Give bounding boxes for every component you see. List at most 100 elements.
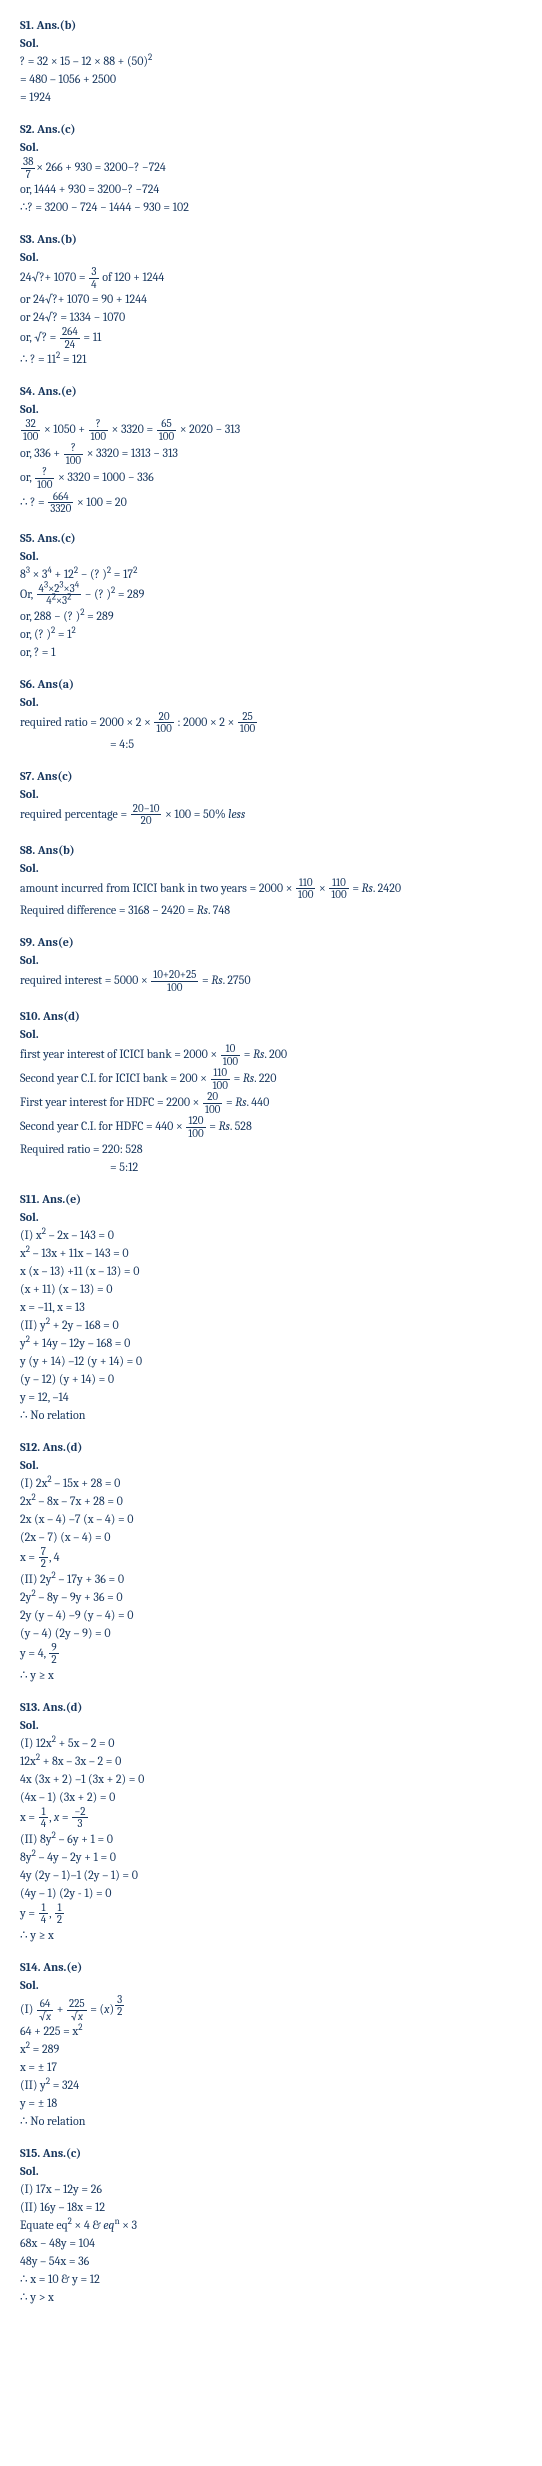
solution-header: S9. Ans(e) (20, 933, 522, 951)
solution-line: (y – 12) (y + 14) = 0 (20, 1370, 522, 1388)
solution-line: or, 336 + ?100 × 3320 = 1313 − 313 (20, 442, 522, 466)
solution-header: S8. Ans(b) (20, 841, 522, 859)
solution-line: ∴ y ≥ x (20, 1666, 522, 1684)
solution-line: = 4:5 (20, 735, 522, 753)
sol-label: Sol. (20, 1976, 522, 1994)
solution-s1: S1. Ans.(b)Sol.? = 32 × 15 – 12 × 88 + (… (20, 16, 522, 106)
solution-line: required ratio = 2000 × 2 × 20100 : 2000… (20, 711, 522, 735)
solution-s14: S14. Ans.(e)Sol.(I) 64√x + 225√x = (x)32… (20, 1958, 522, 2130)
solution-line: y (y + 14) –12 (y + 14) = 0 (20, 1352, 522, 1370)
solution-line: = 5:12 (20, 1158, 522, 1176)
solution-s5: S5. Ans.(c)Sol.83 × 34 + 122 − (? )2 = 1… (20, 529, 522, 661)
solution-s4: S4. Ans.(e)Sol.32100 × 1050 + ?100 × 332… (20, 382, 522, 514)
solution-line: (2x – 7) (x – 4) = 0 (20, 1528, 522, 1546)
sol-label: Sol. (20, 248, 522, 266)
solution-line: first year interest of ICICI bank = 2000… (20, 1043, 522, 1067)
solution-line: x2 – 13x + 11x – 143 = 0 (20, 1244, 522, 1262)
solution-line: Required ratio = 220: 528 (20, 1140, 522, 1158)
solution-line: (II) y2 + 2y – 168 = 0 (20, 1316, 522, 1334)
sol-label: Sol. (20, 785, 522, 803)
solution-header: S15. Ans.(c) (20, 2144, 522, 2162)
solution-line: Or, 43×23×3442×32 − (? )2 = 289 (20, 583, 522, 607)
sol-label: Sol. (20, 1025, 522, 1043)
solution-header: S12. Ans.(d) (20, 1438, 522, 1456)
solution-line: (I) x2 – 2x – 143 = 0 (20, 1226, 522, 1244)
solution-line: 83 × 34 + 122 − (? )2 = 172 (20, 565, 522, 583)
solution-line: ∴ ? = 6643320 × 100 = 20 (20, 491, 522, 515)
solution-header: S11. Ans.(e) (20, 1190, 522, 1208)
solution-line: 2y2 – 8y – 9y + 36 = 0 (20, 1588, 522, 1606)
solution-s9: S9. Ans(e)Sol.required interest = 5000 ×… (20, 933, 522, 993)
solution-header: S6. Ans(a) (20, 675, 522, 693)
solution-line: y = ± 18 (20, 2094, 522, 2112)
solution-line: 2x2 – 8x – 7x + 28 = 0 (20, 1492, 522, 1510)
solution-line: (II) 8y2 – 6y + 1 = 0 (20, 1830, 522, 1848)
solution-s7: S7. Ans(c)Sol.required percentage = 20−1… (20, 767, 522, 827)
solution-line: y = 12, –14 (20, 1388, 522, 1406)
solution-header: S13. Ans.(d) (20, 1698, 522, 1716)
sol-label: Sol. (20, 1208, 522, 1226)
solution-line: y = 4, 92 (20, 1642, 522, 1666)
solution-header: S14. Ans.(e) (20, 1958, 522, 1976)
solution-line: 8y2 – 4y – 2y + 1 = 0 (20, 1848, 522, 1866)
solution-line: 2y (y – 4) –9 (y – 4) = 0 (20, 1606, 522, 1624)
sol-label: Sol. (20, 34, 522, 52)
solution-s10: S10. Ans(d)Sol.first year interest of IC… (20, 1007, 522, 1175)
solution-line: ∴ ? = 112 = 121 (20, 350, 522, 368)
solution-s2: S2. Ans.(c)Sol.387× 266 + 930 = 3200−? −… (20, 120, 522, 216)
solution-line: or 24? = 1334 − 1070 (20, 308, 522, 326)
solution-line: x (x – 13) +11 (x – 13) = 0 (20, 1262, 522, 1280)
solutions-document: S1. Ans.(b)Sol.? = 32 × 15 – 12 × 88 + (… (20, 16, 522, 2306)
solution-s6: S6. Ans(a)Sol.required ratio = 2000 × 2 … (20, 675, 522, 753)
solution-line: x = ± 17 (20, 2058, 522, 2076)
solution-line: (I) 17x – 12y = 26 (20, 2180, 522, 2198)
solution-line: 387× 266 + 930 = 3200−? −724 (20, 156, 522, 180)
solution-line: x = 14, x = −23 (20, 1806, 522, 1830)
solution-line: or, 288 − (? )2 = 289 (20, 607, 522, 625)
solution-line: 4y (2y – 1)–1 (2y – 1) = 0 (20, 1866, 522, 1884)
solution-s12: S12. Ans.(d)Sol.(I) 2x2 – 15x + 28 = 02x… (20, 1438, 522, 1684)
solution-line: Required difference = 3168 − 2420 = Rs. … (20, 901, 522, 919)
solution-s8: S8. Ans(b)Sol.amount incurred from ICICI… (20, 841, 522, 919)
solution-line: ∴ No relation (20, 1406, 522, 1424)
solution-line: x2 = 289 (20, 2040, 522, 2058)
solution-line: or, ? = 26424 = 11 (20, 326, 522, 350)
solution-line: (II) 16y – 18x = 12 (20, 2198, 522, 2216)
solution-line: or, ? = 1 (20, 643, 522, 661)
solution-line: or 24?+ 1070 = 90 + 1244 (20, 290, 522, 308)
sol-label: Sol. (20, 547, 522, 565)
solution-line: (x + 11) (x – 13) = 0 (20, 1280, 522, 1298)
solution-line: (4x – 1) (3x + 2) = 0 (20, 1788, 522, 1806)
solution-s3: S3. Ans.(b)Sol.24?+ 1070 = 34 of 120 + 1… (20, 230, 522, 368)
solution-line: (I) 64√x + 225√x = (x)32 (20, 1994, 522, 2022)
solution-line: or, (? )2 = 12 (20, 625, 522, 643)
solution-line: = 480 – 1056 + 2500 (20, 70, 522, 88)
solution-line: = 1924 (20, 88, 522, 106)
solution-line: ? = 32 × 15 – 12 × 88 + (50)2 (20, 52, 522, 70)
solution-line: 68x − 48y = 104 (20, 2234, 522, 2252)
solution-header: S4. Ans.(e) (20, 382, 522, 400)
solution-s11: S11. Ans.(e)Sol.(I) x2 – 2x – 143 = 0x2 … (20, 1190, 522, 1424)
solution-header: S7. Ans(c) (20, 767, 522, 785)
solution-line: ∴ y > x (20, 2288, 522, 2306)
sol-label: Sol. (20, 1456, 522, 1474)
solution-line: required interest = 5000 × 10+20+25100 =… (20, 969, 522, 993)
solution-line: ∴? = 3200 − 724 − 1444 − 930 = 102 (20, 198, 522, 216)
sol-label: Sol. (20, 400, 522, 418)
solution-line: First year interest for HDFC = 2200 × 20… (20, 1091, 522, 1115)
solution-line: Second year C.I. for HDFC = 440 × 120100… (20, 1115, 522, 1139)
solution-line: 2x (x – 4) –7 (x – 4) = 0 (20, 1510, 522, 1528)
sol-label: Sol. (20, 859, 522, 877)
solution-line: 4x (3x + 2) –1 (3x + 2) = 0 (20, 1770, 522, 1788)
solution-line: 48y – 54x = 36 (20, 2252, 522, 2270)
solution-line: 32100 × 1050 + ?100 × 3320 = 65100 × 202… (20, 418, 522, 442)
solution-header: S3. Ans.(b) (20, 230, 522, 248)
sol-label: Sol. (20, 2162, 522, 2180)
solution-line: or, 1444 + 930 = 3200−? −724 (20, 180, 522, 198)
solution-header: S1. Ans.(b) (20, 16, 522, 34)
solution-line: or, ?100 × 3320 = 1000 − 336 (20, 466, 522, 490)
solution-line: Equate eq2 × 4 & eqn × 3 (20, 2216, 522, 2234)
solution-line: y2 + 14y – 12y – 168 = 0 (20, 1334, 522, 1352)
sol-label: Sol. (20, 693, 522, 711)
solution-line: x = –11, x = 13 (20, 1298, 522, 1316)
